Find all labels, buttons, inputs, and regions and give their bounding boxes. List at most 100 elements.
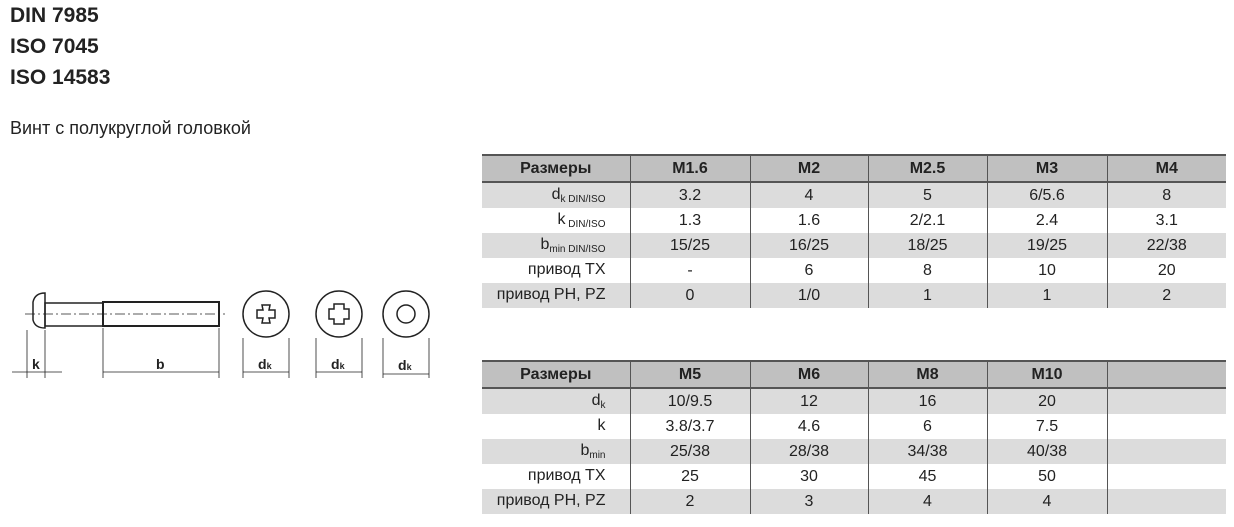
row-label: привод TX — [527, 467, 606, 484]
table-row: привод TX -6 8 10 20 — [482, 258, 1226, 283]
row-label: привод TX — [527, 261, 606, 278]
header-cell: M1.6 — [629, 154, 750, 183]
header-cell: Размеры — [482, 154, 630, 183]
screw-side-view-icon — [12, 292, 225, 378]
table-header-row: Размеры M1.6 M2 M2.5 M3 M4 — [482, 154, 1226, 183]
table-row: привод PH, PZ 0 1/0 1 1 2 — [482, 283, 1226, 308]
table-cell: 2.4 — [986, 208, 1107, 233]
svg-text:dk: dk — [331, 356, 346, 372]
dim-b-label: b — [156, 356, 165, 372]
row-label: dk — [482, 388, 630, 414]
table-cell: 3.2 — [629, 182, 750, 208]
standard-iso-7045: ISO 7045 — [10, 35, 99, 58]
table-cell: 25 — [629, 464, 750, 489]
standard-iso-14583: ISO 14583 — [10, 66, 111, 89]
table-cell: 2/2.1 — [867, 208, 987, 233]
pozidriv-head-icon — [315, 290, 363, 378]
table-cell — [1106, 388, 1226, 414]
header-cell: M4 — [1106, 154, 1226, 183]
table-cell: 15/25 — [629, 233, 750, 258]
table-row: привод PH, PZ 2 3 4 4 — [482, 489, 1226, 514]
table-cell: 22/38 — [1106, 233, 1226, 258]
table-row: k 3.8/3.7 4.6 6 7.5 — [482, 414, 1226, 439]
table-cell: 16 — [867, 388, 987, 414]
table-cell: 20 — [1106, 258, 1226, 283]
table-header-row: Размеры M5 M6 M8 M10 — [482, 360, 1226, 389]
header-cell: M3 — [986, 154, 1107, 183]
table-cell: 1/0 — [749, 283, 868, 308]
torx-head-icon — [382, 290, 430, 378]
header-cell: M8 — [867, 360, 987, 389]
table-cell: 2 — [629, 489, 750, 514]
header-cell: M5 — [629, 360, 750, 389]
row-label: bmin DIN/ISO — [482, 233, 630, 258]
table-cell: - — [629, 258, 750, 283]
table-cell — [1106, 464, 1226, 489]
table-cell: 3 — [749, 489, 868, 514]
row-label: bmin — [482, 439, 630, 464]
table-cell: 3.8/3.7 — [629, 414, 750, 439]
screw-drawing: k b dk dk dk — [12, 290, 430, 378]
table-cell: 1.6 — [749, 208, 868, 233]
table-cell: 0 — [629, 283, 750, 308]
table-cell: 25/38 — [629, 439, 750, 464]
row-label: k — [597, 417, 606, 434]
table-cell: 1 — [867, 283, 987, 308]
table-cell: 34/38 — [867, 439, 987, 464]
table-cell: 4 — [867, 489, 987, 514]
table-cell: 3.1 — [1106, 208, 1226, 233]
table-cell — [1106, 414, 1226, 439]
row-label: привод PH, PZ — [482, 489, 630, 514]
table-cell: 8 — [1106, 182, 1226, 208]
row-label: k DIN/ISO — [557, 211, 606, 230]
table-cell: 1.3 — [629, 208, 750, 233]
table-cell: 10 — [986, 258, 1107, 283]
table-cell: 4.6 — [749, 414, 868, 439]
table-row: k DIN/ISO 1.3 1.6 2/2.1 2.4 3.1 — [482, 208, 1226, 233]
table-row: привод TX 25 30 45 50 — [482, 464, 1226, 489]
table-cell: 4 — [749, 182, 868, 208]
table-cell: 20 — [986, 388, 1107, 414]
table-cell — [1106, 439, 1226, 464]
header-cell — [1106, 360, 1226, 389]
table-cell: 5 — [867, 182, 987, 208]
table-row: dk DIN/ISO 3.2 4 5 6/5.6 8 — [482, 182, 1226, 208]
table-cell: 12 — [749, 388, 868, 414]
row-label: dk DIN/ISO — [482, 182, 630, 208]
standard-din-7985: DIN 7985 — [10, 4, 99, 27]
header-cell: M6 — [749, 360, 868, 389]
table-cell: 30 — [749, 464, 868, 489]
table-cell: 6/5.6 — [986, 182, 1107, 208]
table-cell: 45 — [867, 464, 987, 489]
header-cell: Размеры — [482, 360, 630, 389]
dim-k-label: k — [32, 356, 40, 372]
table-row: bmin 25/38 28/38 34/38 40/38 — [482, 439, 1226, 464]
table-cell: 7.5 — [986, 414, 1107, 439]
subtitle: Винт с полукруглой головкой — [10, 118, 251, 138]
dimensions-table-small: Размеры M1.6 M2 M2.5 M3 M4 dk DIN/ISO 3.2 4 5 6/5.… — [482, 154, 1226, 308]
table-cell: 6 — [867, 414, 987, 439]
table-cell: 8 — [867, 258, 987, 283]
table-cell: 50 — [986, 464, 1107, 489]
header-cell: M10 — [986, 360, 1107, 389]
table-cell: 6 — [749, 258, 868, 283]
table-cell: 19/25 — [986, 233, 1107, 258]
table-row: dk 10/9.5 12 16 20 — [482, 388, 1226, 414]
table-cell — [1106, 489, 1226, 514]
svg-text:dk: dk — [258, 356, 273, 372]
dimensions-table-large: Размеры M5 M6 M8 M10 dk 10/9.5 12 16 20 k 3.8/3.7 4.… — [482, 360, 1226, 514]
phillips-head-icon — [242, 290, 290, 378]
table-cell: 18/25 — [867, 233, 987, 258]
svg-text:dk: dk — [398, 357, 413, 373]
table-cell: 16/25 — [749, 233, 868, 258]
table-cell: 28/38 — [749, 439, 868, 464]
row-label: привод PH, PZ — [482, 283, 630, 308]
table-cell: 1 — [986, 283, 1107, 308]
table-cell: 40/38 — [986, 439, 1107, 464]
header-cell: M2.5 — [867, 154, 987, 183]
table-cell: 4 — [986, 489, 1107, 514]
table-row: bmin DIN/ISO 15/25 16/25 18/25 19/25 22/38 — [482, 233, 1226, 258]
header-cell: M2 — [749, 154, 868, 183]
table-cell: 10/9.5 — [629, 388, 750, 414]
table-cell: 2 — [1106, 283, 1226, 308]
